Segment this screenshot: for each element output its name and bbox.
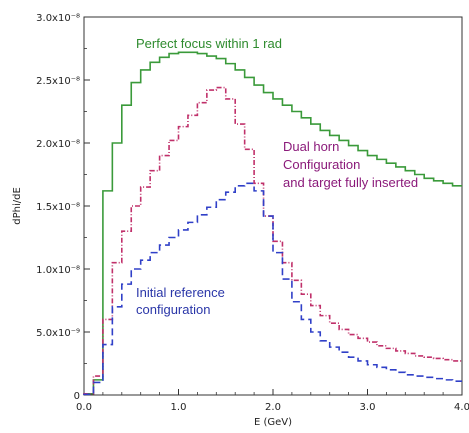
series-line-3 bbox=[83, 182, 462, 396]
y-tick-label: 2.5x10⁻⁸ bbox=[36, 76, 80, 87]
annotation-3: Initial reference configuration bbox=[136, 285, 225, 317]
ticks-group: 0.0 1.0 2.0 3.0 4.0 0 5.0x10⁻⁹ 1.0x10⁻⁸ 1.5x10⁻⁸… bbox=[36, 13, 469, 413]
series-group bbox=[83, 51, 462, 396]
y-tick-label: 5.0x10⁻⁹ bbox=[36, 328, 80, 339]
x-axis-label: E (GeV) bbox=[254, 417, 292, 428]
annotation-line: configuration bbox=[136, 302, 210, 317]
annotations-group: Perfect focus within 1 rad Dual horn Confi… bbox=[136, 36, 418, 317]
annotation-2: Dual horn Configuration and target fully i… bbox=[283, 139, 418, 190]
annotation-line: Dual horn bbox=[283, 139, 339, 154]
y-axis-label: dPhi/dE bbox=[12, 187, 23, 225]
y-tick-label: 1.0x10⁻⁸ bbox=[36, 265, 80, 276]
annotation-line: Perfect focus within 1 rad bbox=[136, 36, 282, 51]
x-tick-label: 4.0 bbox=[454, 402, 469, 413]
x-tick-label: 0.0 bbox=[76, 402, 92, 413]
x-tick-label: 3.0 bbox=[360, 402, 376, 413]
y-tick-label: 0 bbox=[74, 391, 80, 402]
annotation-line: and target fully inserted bbox=[283, 175, 418, 190]
y-tick-label: 3.0x10⁻⁸ bbox=[36, 13, 80, 24]
series-line-2 bbox=[83, 86, 462, 395]
annotation-line: Configuration bbox=[283, 157, 360, 172]
annotation-1: Perfect focus within 1 rad bbox=[136, 36, 282, 51]
series-line-1 bbox=[83, 51, 462, 395]
x-tick-label: 1.0 bbox=[171, 402, 187, 413]
annotation-line: Initial reference bbox=[136, 285, 225, 300]
y-tick-label: 1.5x10⁻⁸ bbox=[36, 202, 80, 213]
y-tick-label: 2.0x10⁻⁸ bbox=[36, 139, 80, 150]
x-tick-label: 2.0 bbox=[265, 402, 281, 413]
